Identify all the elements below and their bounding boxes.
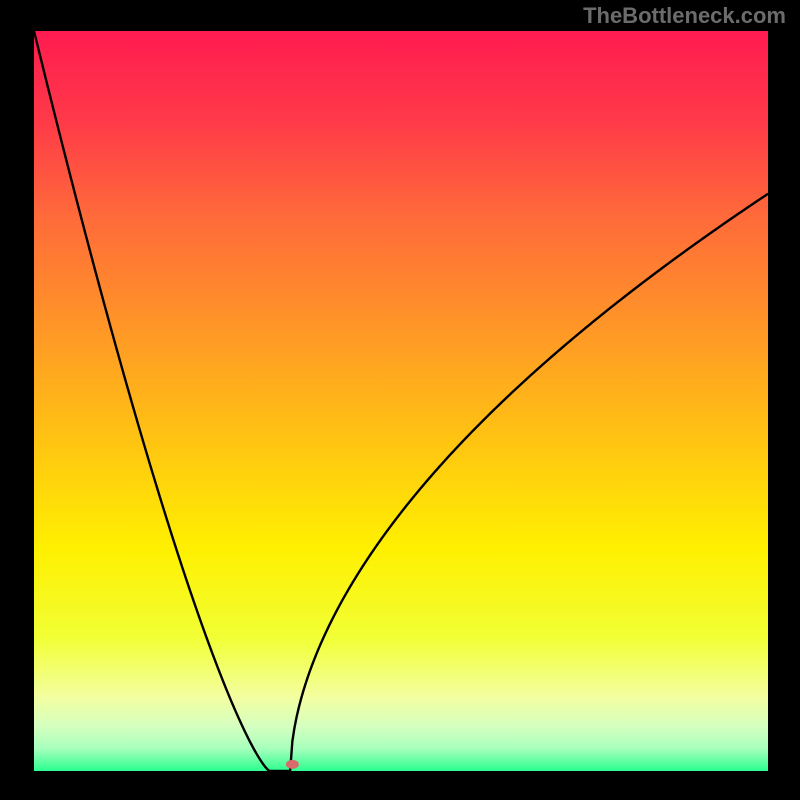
chart-canvas: TheBottleneck.com (0, 0, 800, 800)
gradient-background (34, 31, 768, 771)
watermark-text: TheBottleneck.com (583, 3, 786, 29)
dip-marker (286, 760, 299, 769)
bottleneck-curve-plot (0, 0, 800, 800)
